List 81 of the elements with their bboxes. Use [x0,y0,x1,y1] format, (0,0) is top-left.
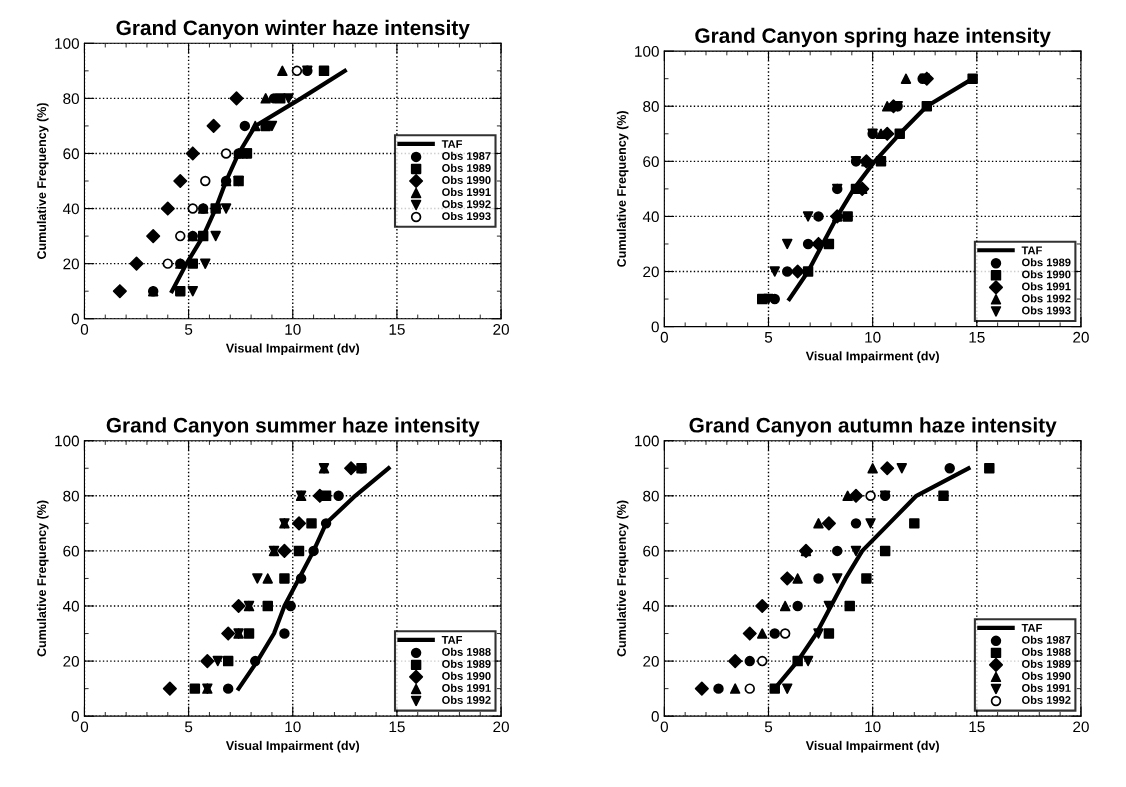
y-tick-label: 20 [643,266,659,278]
x-tick-label: 0 [660,721,668,733]
legend-label: Obs 1990 [1022,671,1071,680]
y-axis-title: Cumulative Frequency (%) [36,500,49,657]
y-tick-label: 60 [643,156,659,168]
y-tick-label: 20 [643,655,659,667]
legend-label: Obs 1989 [1022,258,1071,267]
y-tick-label: 60 [643,545,659,557]
legend-label: Obs 1990 [442,671,491,680]
y-axis-title: Cumulative Frequency (%) [36,103,49,259]
legend-label: Obs 1993 [442,211,491,221]
y-tick-label: 20 [63,258,79,270]
x-tick-label: 5 [184,721,193,733]
legend-label: Obs 1991 [1022,683,1071,692]
x-tick-label: 20 [1073,721,1089,733]
chart-title: Grand Canyon spring haze intensity [695,27,1051,48]
legend-label: Obs 1988 [442,647,491,656]
y-tick-label: 60 [63,545,79,557]
y-tick-label: 20 [63,655,79,667]
legend-label: Obs 1990 [442,175,491,184]
chart-title: Grand Canyon autumn haze intensity [689,417,1057,437]
y-tick-label: 100 [55,38,79,49]
legend-label: Obs 1991 [442,683,491,692]
y-tick-label: 100 [635,46,659,57]
x-tick-label: 10 [285,324,301,335]
x-tick-label: 10 [865,721,881,733]
x-tick-label: 15 [969,332,985,343]
legend-label: TAF [1021,246,1042,255]
x-tick-label: 0 [80,721,89,733]
y-tick-label: 40 [642,211,659,223]
y-tick-label: 40 [62,203,79,215]
legend-label: TAF [441,140,463,148]
x-tick-label: 5 [764,721,773,733]
legend-label: Obs 1991 [1022,282,1071,291]
y-tick-label: 100 [635,435,659,447]
x-tick-label: 0 [80,324,89,335]
y-tick-label: 80 [643,101,659,112]
y-axis-title: Cumulative Frequency (%) [616,500,629,657]
legend-label: Obs 1992 [442,199,491,209]
legend-label: TAF [1021,624,1042,632]
y-tick-label: 80 [643,490,659,502]
x-tick-label: 15 [389,324,405,335]
x-axis-title: Visual Impairment (dv) [805,351,939,363]
x-tick-label: 0 [660,331,668,343]
y-axis-title: Cumulative Frequency (%) [616,111,629,267]
y-tick-label: 40 [642,600,659,612]
y-tick-label: 0 [71,711,79,722]
y-tick-label: 60 [63,148,79,160]
legend-label: Obs 1989 [1022,659,1071,668]
y-tick-label: 0 [651,711,659,722]
legend-label: Obs 1988 [1022,647,1071,656]
legend-label: Obs 1987 [442,151,491,160]
x-tick-label: 5 [764,332,773,343]
x-tick-label: 10 [865,331,881,343]
x-tick-label: 20 [493,721,509,733]
legend-label: Obs 1992 [442,695,491,704]
chart-title: Grand Canyon winter haze intensity [116,19,470,40]
legend-label: Obs 1991 [442,187,491,197]
x-tick-label: 20 [1073,331,1089,343]
y-tick-label: 80 [63,93,79,105]
x-tick-label: 5 [184,324,193,335]
legend-label: Obs 1987 [1022,635,1071,644]
x-axis-title: Visual Impairment (dv) [225,740,360,753]
x-tick-label: 10 [285,721,301,733]
legend-label: Obs 1989 [442,163,491,172]
legend-label: Obs 1993 [1022,306,1071,315]
legend-label: Obs 1992 [1022,695,1071,704]
legend-label: Obs 1989 [442,659,491,668]
legend-label: TAF [441,636,463,644]
x-tick-label: 15 [969,721,985,733]
y-tick-label: 100 [55,435,79,447]
x-tick-label: 15 [389,721,405,733]
y-tick-label: 40 [62,600,79,612]
y-tick-label: 0 [71,313,79,325]
x-tick-label: 20 [493,324,509,335]
legend-label: Obs 1992 [1022,294,1071,303]
x-axis-title: Visual Impairment (dv) [805,740,939,753]
y-tick-label: 80 [63,490,79,502]
x-axis-title: Visual Impairment (dv) [225,343,360,356]
legend-label: Obs 1990 [1022,270,1071,279]
chart-title: Grand Canyon summer haze intensity [106,417,480,437]
